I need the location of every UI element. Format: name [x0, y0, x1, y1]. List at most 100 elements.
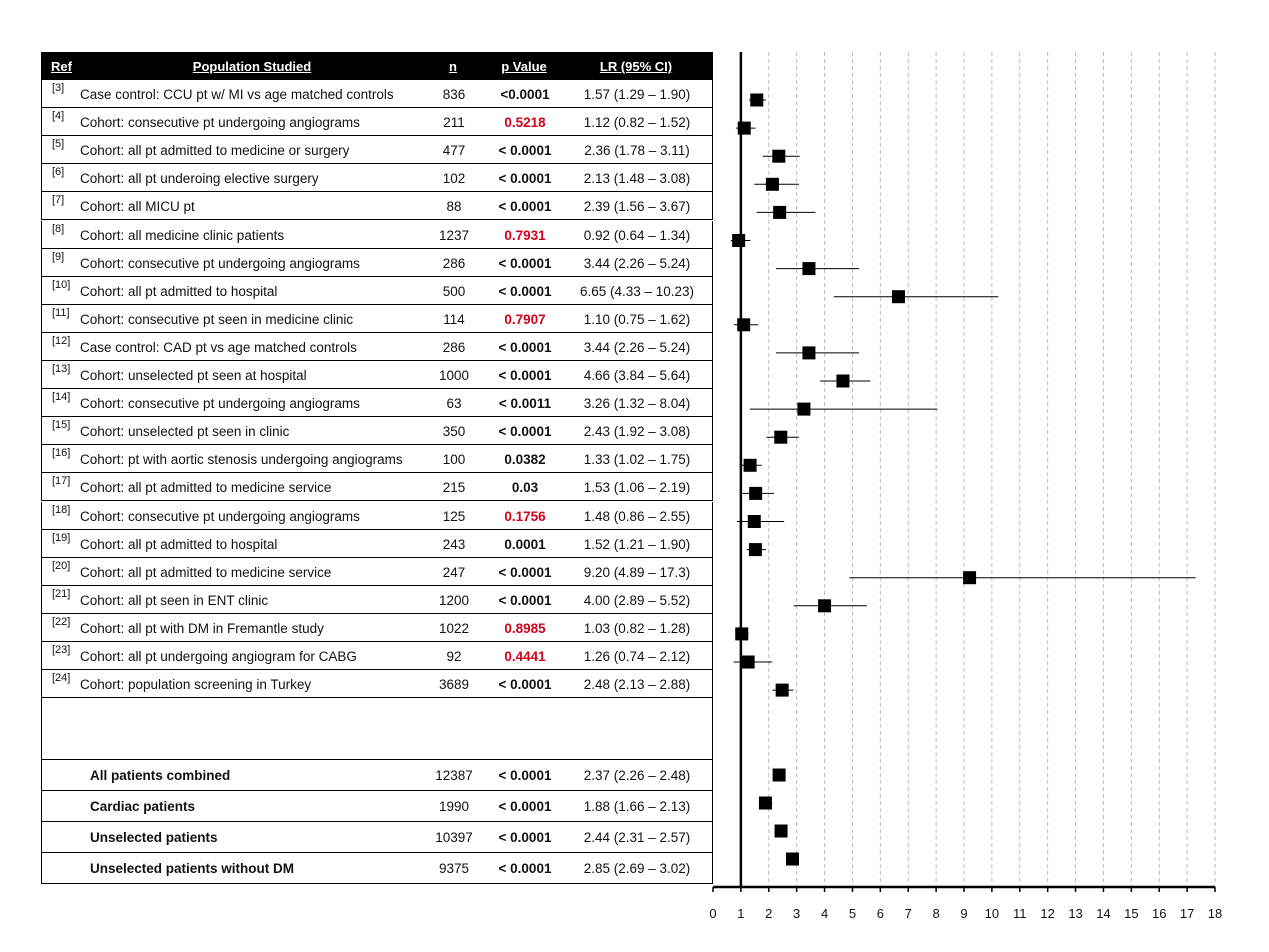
row-population: Cohort: all pt admitted to hospital — [80, 283, 278, 299]
x-tick-label: 7 — [905, 906, 912, 921]
header-n: n — [449, 59, 457, 74]
row-population: Cohort: all pt with DM in Fremantle stud… — [80, 620, 324, 636]
summary-n: 1990 — [438, 799, 470, 815]
row-ref: [24] — [52, 672, 71, 685]
summary-marker — [774, 824, 788, 838]
table-row: [24] Cohort: population screening in Turk… — [41, 670, 713, 699]
study-marker — [836, 374, 850, 388]
row-n: 102 — [442, 171, 466, 187]
row-ref: [23] — [52, 644, 71, 656]
header-p-value: p Value — [501, 59, 547, 74]
study-marker — [732, 234, 746, 247]
row-population: Cohort: all pt undergoing angiogram for … — [80, 649, 357, 664]
row-lr: 1.10 (0.75 – 1.62) — [583, 311, 691, 327]
row-p-value: <0.0001 — [500, 87, 550, 102]
summary-marker — [785, 852, 799, 866]
row-ref: [14] — [52, 391, 71, 404]
summary-p-value: < 0.0001 — [498, 830, 552, 846]
row-population: Cohort: pt with aortic stenosis undergoi… — [80, 452, 403, 468]
row-lr: 3.44 (2.26 – 5.24) — [583, 255, 691, 271]
row-p-value: 0.5218 — [504, 115, 546, 131]
row-p-value: < 0.0001 — [498, 199, 552, 215]
row-p-value: < 0.0011 — [498, 396, 552, 412]
row-population: Cohort: consecutive pt undergoing angiog… — [80, 255, 360, 271]
row-population: Cohort: all pt admitted to hospital — [80, 536, 278, 552]
row-p-value: < 0.0001 — [498, 592, 552, 608]
row-population: Cohort: all pt admitted to medicine or s… — [80, 143, 350, 159]
summary-n: 12387 — [435, 768, 473, 784]
row-lr: 1.53 (1.06 – 2.19) — [583, 480, 691, 496]
study-marker — [773, 205, 787, 219]
row-population: Cohort: all pt admitted to medicine serv… — [80, 480, 332, 496]
table-row: [20] Cohort: all pt admitted to medicine … — [41, 557, 713, 586]
row-p-value: 0.0001 — [504, 536, 546, 552]
table-row: [23] Cohort: all pt undergoing angiogram … — [41, 642, 713, 671]
row-ref: [4] — [52, 110, 65, 123]
study-marker — [741, 655, 755, 669]
table-row: [12] Case control: CAD pt vs age matched … — [41, 332, 713, 361]
study-marker — [748, 543, 762, 557]
row-population: Case control: CCU pt w/ MI vs age matche… — [80, 87, 394, 102]
row-n: 477 — [442, 143, 466, 159]
row-population: Cohort: consecutive pt undergoing angiog… — [80, 115, 360, 131]
table-row: [6] Cohort: all pt underoing elective sur… — [41, 164, 713, 193]
summary-row: All patients combined 12387 < 0.0001 2.37 (… — [41, 760, 713, 792]
row-n: 100 — [442, 452, 466, 468]
table-row: [16] Cohort: pt with aortic stenosis unde… — [41, 445, 713, 474]
row-ref: [21] — [52, 587, 71, 600]
study-marker — [735, 627, 749, 641]
row-ref: [12] — [52, 334, 71, 347]
table-row: [8] Cohort: all medicine clinic patients 1… — [41, 220, 713, 249]
row-lr: 1.12 (0.82 – 1.52) — [583, 115, 691, 131]
row-n: 1022 — [438, 620, 470, 636]
row-lr: 1.57 (1.29 – 1.90) — [583, 87, 691, 102]
table-row: [22] Cohort: all pt with DM in Fremantle … — [41, 613, 713, 642]
summary-n: 10397 — [435, 830, 473, 846]
table-row: [4] Cohort: consecutive pt undergoing ang… — [41, 108, 713, 137]
summary-lr: 2.44 (2.31 – 2.57) — [583, 830, 691, 846]
row-ref: [17] — [52, 475, 71, 488]
row-n: 243 — [442, 536, 466, 552]
row-population: Cohort: all medicine clinic patients — [80, 227, 285, 243]
table-row: [17] Cohort: all pt admitted to medicine … — [41, 473, 713, 502]
row-lr: 2.43 (1.92 – 3.08) — [583, 424, 691, 440]
x-tick-label: 3 — [793, 906, 800, 921]
row-ref: [3] — [52, 82, 65, 94]
table-header: Ref Population Studied n p Value LR (95% CI) — [41, 52, 713, 80]
summary-lr: 2.85 (2.69 – 3.02) — [583, 861, 691, 877]
study-marker — [749, 486, 763, 500]
row-ref: [18] — [52, 503, 71, 516]
summary-population: All patients combined — [90, 768, 231, 784]
study-marker — [775, 683, 789, 697]
row-lr: 2.39 (1.56 – 3.67) — [583, 199, 691, 215]
row-ref: [11] — [52, 306, 70, 319]
header-ref: Ref — [51, 59, 72, 74]
row-n: 63 — [446, 396, 462, 412]
row-p-value: < 0.0001 — [498, 424, 552, 440]
row-n: 836 — [442, 87, 466, 102]
row-p-value: 0.7907 — [504, 311, 546, 327]
row-p-value: 0.03 — [511, 480, 539, 496]
row-p-value: < 0.0001 — [498, 368, 552, 383]
study-marker — [772, 149, 786, 163]
row-lr: 1.48 (0.86 – 2.55) — [583, 508, 691, 524]
table-row: [15] Cohort: unselected pt seen in clinic… — [41, 417, 713, 446]
row-n: 286 — [442, 339, 466, 355]
row-p-value: 0.0382 — [504, 452, 546, 468]
x-tick-label: 14 — [1096, 906, 1110, 921]
x-tick-label: 17 — [1180, 906, 1194, 921]
summary-marker — [758, 796, 772, 810]
summary-population: Unselected patients without DM — [90, 861, 295, 877]
row-population: Case control: CAD pt vs age matched cont… — [80, 339, 357, 355]
study-marker — [765, 177, 779, 191]
row-lr: 0.92 (0.64 – 1.34) — [583, 227, 691, 243]
x-tick-label: 16 — [1152, 906, 1166, 921]
row-n: 3689 — [438, 677, 470, 693]
row-ref: [20] — [52, 559, 71, 572]
row-p-value: < 0.0001 — [498, 283, 552, 299]
row-p-value: 0.7931 — [504, 227, 546, 243]
row-ref: [16] — [52, 447, 71, 460]
summary-lr: 2.37 (2.26 – 2.48) — [583, 768, 691, 784]
table-row: [21] Cohort: all pt seen in ENT clinic 120… — [41, 585, 713, 614]
row-population: Cohort: all pt admitted to medicine serv… — [80, 564, 332, 580]
